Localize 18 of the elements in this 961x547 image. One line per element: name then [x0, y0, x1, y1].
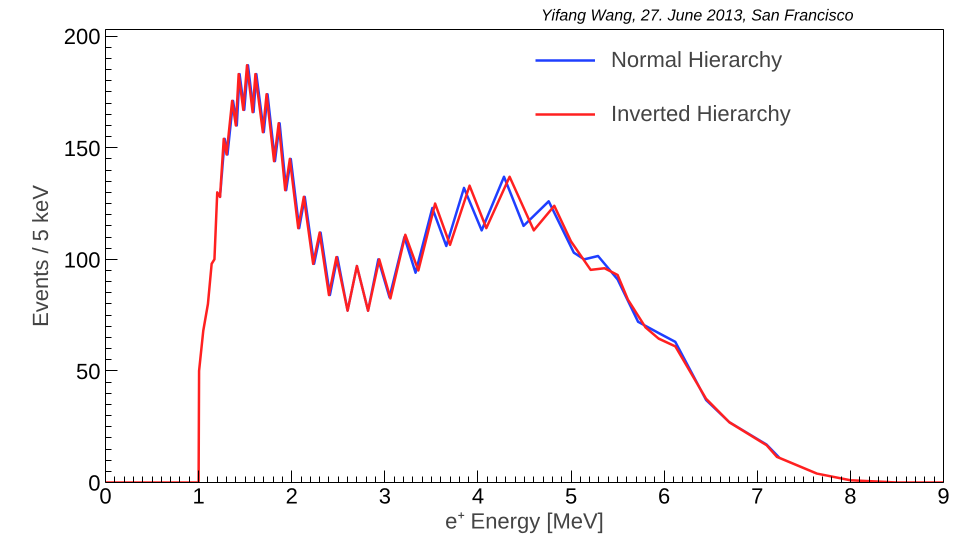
x-axis-title: e⁺ Energy [MeV]: [445, 508, 604, 534]
x-tick-label: 7: [751, 484, 764, 508]
y-tick-label: 200: [64, 24, 101, 50]
x-tick-label: 5: [564, 484, 578, 508]
legend-label: Inverted Hierarchy: [611, 101, 791, 127]
legend-label: Normal Hierarchy: [611, 47, 782, 73]
y-tick-label: 150: [64, 136, 101, 161]
x-tick-label: 2: [286, 484, 298, 508]
x-tick-label: 8: [844, 484, 857, 508]
x-tick-label: 3: [378, 484, 391, 508]
text: Yifang Wang, 27. June 2013, San Francisco: [541, 8, 854, 24]
x-tick-label: 4: [472, 484, 484, 508]
y-tick-label: 100: [64, 247, 101, 272]
x-tick-label: 9: [937, 484, 950, 508]
x-tick-label: 1: [192, 484, 205, 508]
y-tick-label: 50: [76, 358, 101, 384]
y-axis-title: Events / 5 keV: [28, 184, 53, 327]
x-tick-label: 6: [658, 484, 670, 508]
